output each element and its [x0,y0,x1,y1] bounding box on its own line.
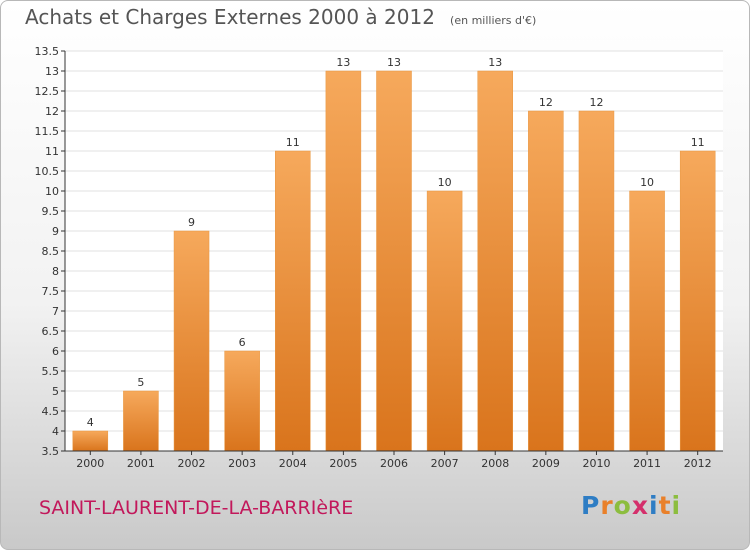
y-tick-label: 13 [45,65,59,78]
bar [173,230,210,452]
x-tick-label: 2009 [532,457,560,470]
x-tick-label: 2011 [633,457,661,470]
data-label: 9 [188,216,195,229]
proxiti-logo: Proxiti [581,491,681,520]
logo-letter: x [631,491,649,520]
bar [275,150,311,452]
bar [679,150,716,452]
data-label: 12 [539,96,553,109]
bar [72,430,109,452]
data-label: 12 [589,96,603,109]
y-tick-label: 7 [52,305,59,318]
x-tick-label: 2001 [127,457,155,470]
bar [426,190,463,452]
bar [629,190,665,452]
data-label: 4 [87,416,94,429]
bar [325,70,362,452]
data-label: 13 [488,56,502,69]
y-tick-label: 11 [45,145,59,158]
x-tick-label: 2006 [380,457,408,470]
data-label: 5 [137,376,144,389]
title-row: Achats et Charges Externes 2000 à 2012 (… [25,5,536,29]
logo-letter: t [658,491,672,520]
y-tick-label: 6 [52,345,59,358]
chart-unit: (en milliers d'€) [450,14,537,27]
commune-name: SAINT-LAURENT-DE-LA-BARRIèRE [39,497,354,519]
data-label: 13 [387,56,401,69]
logo-letter: P [581,491,601,520]
bar [123,390,159,452]
data-label: 10 [640,176,654,189]
x-tick-label: 2000 [76,457,104,470]
x-tick-label: 2012 [684,457,712,470]
bar [578,110,615,452]
y-tick-label: 12.5 [35,85,60,98]
x-tick-label: 2003 [228,457,256,470]
x-tick-label: 2005 [329,457,357,470]
y-tick-label: 9.5 [42,205,60,218]
logo-letter: i [649,491,659,520]
logo-letter: o [613,491,632,520]
bar [528,110,564,452]
y-tick-label: 11.5 [35,125,60,138]
data-label: 11 [691,136,705,149]
y-tick-label: 13.5 [35,45,60,58]
data-label: 10 [438,176,452,189]
y-tick-label: 3.5 [42,445,60,458]
logo-letter: r [600,491,614,520]
y-tick-label: 9 [52,225,59,238]
data-label: 13 [336,56,350,69]
data-label: 11 [286,136,300,149]
x-tick-label: 2007 [431,457,459,470]
y-tick-label: 5.5 [42,365,60,378]
y-tick-label: 6.5 [42,325,60,338]
y-tick-label: 10 [45,185,59,198]
data-label: 6 [239,336,246,349]
y-tick-label: 8 [52,265,59,278]
y-tick-label: 7.5 [42,285,60,298]
y-tick-label: 10.5 [35,165,60,178]
chart-title: Achats et Charges Externes 2000 à 2012 [25,5,435,29]
y-tick-label: 4.5 [42,405,60,418]
logo-letter: i [671,491,682,520]
y-tick-label: 12 [45,105,59,118]
y-tick-label: 5 [52,385,59,398]
x-tick-label: 2004 [279,457,307,470]
bar [224,350,260,452]
y-tick-label: 4 [52,425,59,438]
x-tick-label: 2010 [582,457,610,470]
bar [376,70,412,452]
y-tick-label: 8.5 [42,245,60,258]
x-tick-label: 2002 [178,457,206,470]
bar [477,70,513,452]
x-tick-label: 2008 [481,457,509,470]
